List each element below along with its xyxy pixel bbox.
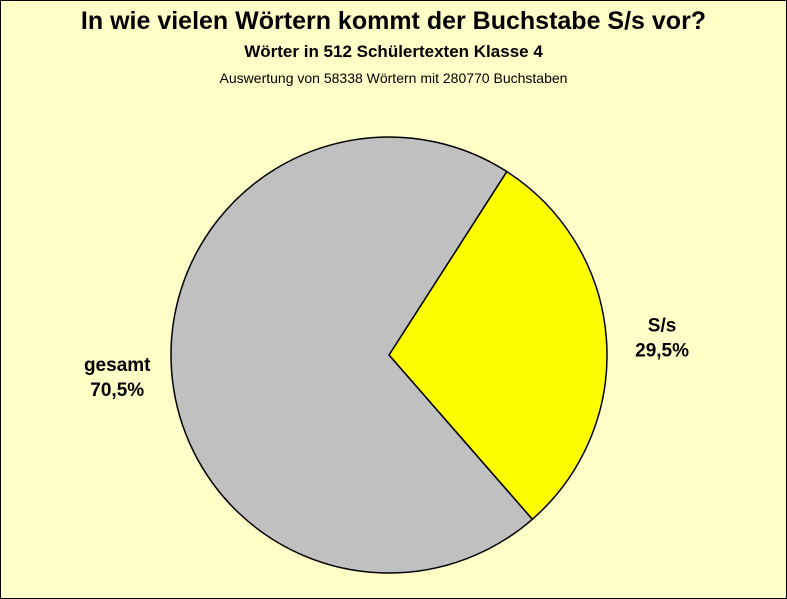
- chart-subtitle: Wörter in 512 Schülertexten Klasse 4: [244, 42, 543, 61]
- chart-note: Auswertung von 58338 Wörtern mit 280770 …: [219, 70, 568, 86]
- slice-category-label: S/s: [648, 316, 677, 337]
- slice-label-group: S/s 29,5%: [635, 316, 689, 362]
- slice-category-label: gesamt: [84, 355, 151, 376]
- slice-value-label: 29,5%: [635, 341, 689, 362]
- slice-value-label: 70,5%: [90, 380, 144, 401]
- slice-label-group: gesamt 70,5%: [84, 355, 151, 401]
- pie-slice-s-s: [388, 170, 608, 521]
- chart-title: In wie vielen Wörtern kommt der Buchstab…: [80, 7, 707, 35]
- pie-slice-gesamt: [170, 136, 534, 574]
